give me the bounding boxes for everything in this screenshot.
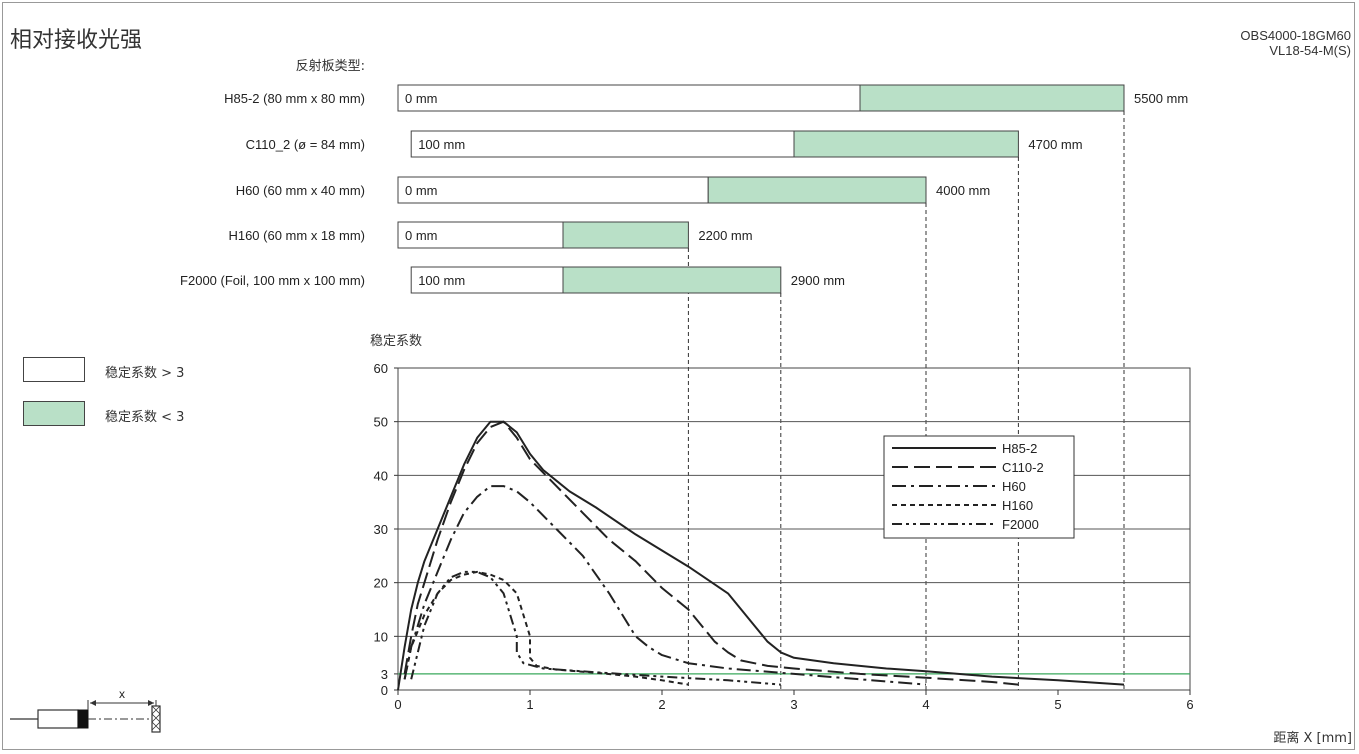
range-bar-segment-stable <box>397 176 709 204</box>
y-tick-label: 30 <box>374 522 388 537</box>
legend-entry: H160 <box>1002 498 1033 513</box>
x-tick-label: 2 <box>658 697 665 712</box>
sensor-body-icon <box>37 709 79 729</box>
x-tick-label: 0 <box>394 697 401 712</box>
legend-key-below-3 <box>23 401 85 426</box>
arrow-left-icon <box>90 700 96 706</box>
legend-entry: H85-2 <box>1002 441 1037 456</box>
range-end-label: 4700 mm <box>1028 137 1082 152</box>
range-start-label: 100 mm <box>418 137 465 152</box>
range-end-label: 2900 mm <box>791 273 845 288</box>
arrow-right-icon <box>148 700 154 706</box>
range-bar-segment-stable <box>397 221 564 249</box>
series-line-f2000 <box>410 570 781 686</box>
y-tick-label: 60 <box>374 361 388 376</box>
range-end-label: 2200 mm <box>698 228 752 243</box>
x-tick-label: 6 <box>1186 697 1193 712</box>
range-start-label: 0 mm <box>405 228 438 243</box>
legend-text-below-3: 稳定系数 < 3 <box>105 410 185 425</box>
reflector-label: F2000 (Foil, 100 mm x 100 mm) <box>180 273 365 288</box>
range-end-label: 4000 mm <box>936 183 990 198</box>
legend-key-above-3 <box>23 357 85 382</box>
legend-text-above-3: 稳定系数 > 3 <box>105 366 185 381</box>
reflector-label: H85-2 (80 mm x 80 mm) <box>224 91 365 106</box>
reflector-hatch <box>151 705 161 731</box>
range-bar-segment-marginal <box>859 84 1125 112</box>
range-bar-segment-stable <box>397 84 861 112</box>
model-line-2: VL18-54-M(S) <box>1269 43 1351 58</box>
x-tick-label: 3 <box>790 697 797 712</box>
range-bar-segment-marginal <box>562 221 689 249</box>
range-bar-segment-marginal <box>793 130 1019 158</box>
range-bar-segment-marginal <box>562 266 782 294</box>
reflector-header: 反射板类型: <box>296 58 365 74</box>
model-label: OBS4000-18GM60 VL18-54-M(S) <box>1240 28 1351 58</box>
legend-entry: H60 <box>1002 479 1026 494</box>
range-bars: 反射板类型: H85-2 (80 mm x 80 mm) 0 mm 5500 mm C1… <box>180 58 1188 690</box>
sensor-lens-icon <box>77 709 89 729</box>
y-tick-label: 10 <box>374 629 388 644</box>
y-tick-label: 50 <box>374 415 388 430</box>
legend-entry: F2000 <box>1002 517 1039 532</box>
range-start-label: 100 mm <box>418 273 465 288</box>
legend-entry: C110-2 <box>1002 460 1044 475</box>
y-tick-label: 0 <box>381 683 388 698</box>
x-tick-label: 1 <box>526 697 533 712</box>
x-tick-label: 4 <box>922 697 929 712</box>
range-bar-segment-marginal <box>707 176 927 204</box>
y-tick-label: 40 <box>374 468 388 483</box>
page-title: 相对接收光强 <box>10 28 143 53</box>
range-start-label: 0 mm <box>405 91 438 106</box>
range-bar-segment-stable <box>410 266 564 294</box>
range-start-label: 0 mm <box>405 183 438 198</box>
x-axis-label: 距离 X [mm] <box>1273 730 1352 746</box>
reflector-label: C110_2 (ø = 84 mm) <box>246 137 365 152</box>
y-tick-label: 3 <box>381 667 388 682</box>
model-line-1: OBS4000-18GM60 <box>1240 28 1351 43</box>
series-line-h85-2 <box>397 420 1125 691</box>
x-tick-label: 5 <box>1054 697 1061 712</box>
series-line-h60 <box>403 485 927 686</box>
reflector-label: H160 (60 mm x 18 mm) <box>228 228 365 243</box>
y-axis-label: 稳定系数 <box>370 333 422 349</box>
series-line-c110-2 <box>403 420 1019 686</box>
range-bar-segment-stable <box>410 130 795 158</box>
range-end-label: 5500 mm <box>1134 91 1188 106</box>
reflector-label: H60 (60 mm x 40 mm) <box>236 183 365 198</box>
sensor-diagram: x <box>10 687 161 733</box>
y-tick-label: 20 <box>374 576 388 591</box>
dimension-label: x <box>119 687 125 701</box>
series-line-h160 <box>403 570 689 686</box>
